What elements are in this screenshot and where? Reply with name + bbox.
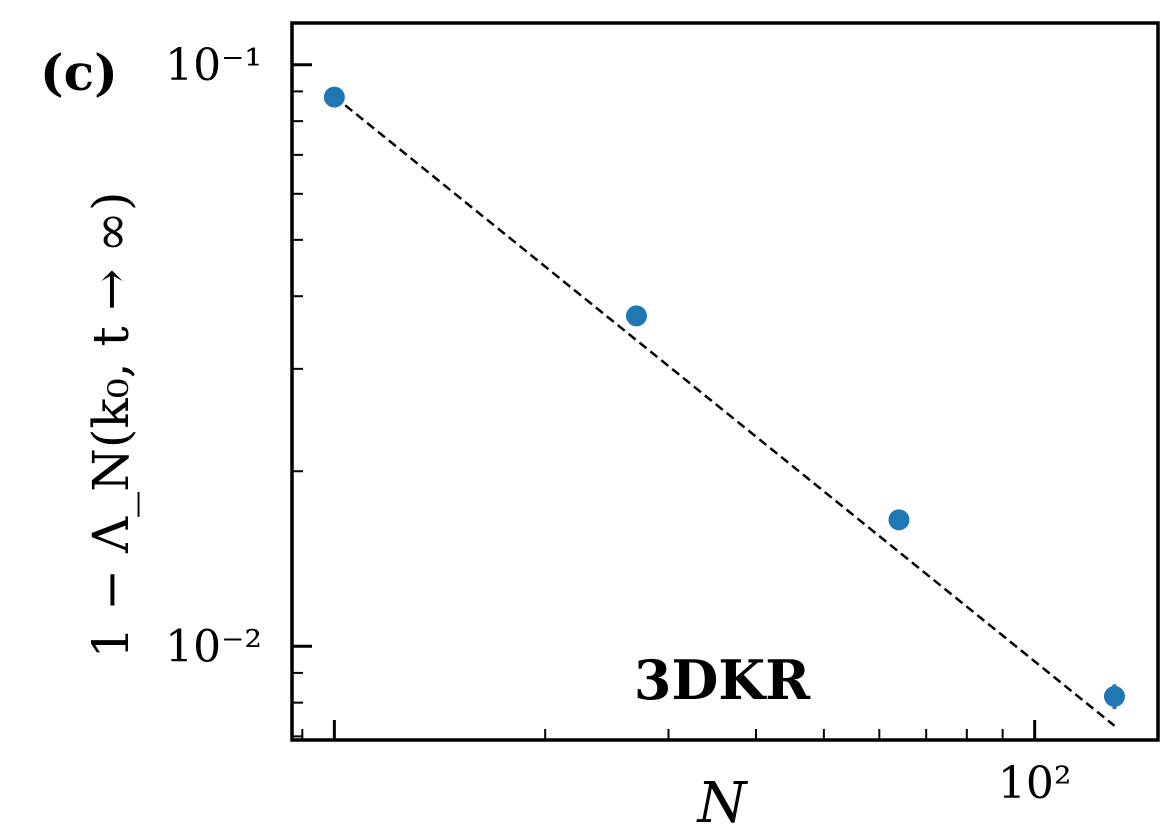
x-axis-label: N — [696, 771, 749, 830]
panel-label: (c) — [40, 43, 118, 102]
annotation-label: 3DKR — [634, 648, 811, 712]
data-point — [625, 305, 647, 327]
data-points-layer — [323, 86, 1125, 710]
plot-frame — [290, 21, 1160, 742]
data-point — [1103, 685, 1125, 707]
x-tick-label: 10² — [998, 758, 1072, 809]
data-point — [323, 86, 345, 108]
fit-line-layer — [333, 95, 1116, 727]
fit-line — [333, 95, 1116, 727]
axis-ticks: 10² 10⁻¹ 10⁻² — [165, 40, 1071, 809]
y-axis-label: 1 − Λ_N(k₀, t → ∞) — [82, 192, 140, 659]
y-tick-label: 10⁻² — [165, 621, 262, 672]
y-tick-label: 10⁻¹ — [165, 40, 262, 91]
data-point — [888, 509, 910, 531]
